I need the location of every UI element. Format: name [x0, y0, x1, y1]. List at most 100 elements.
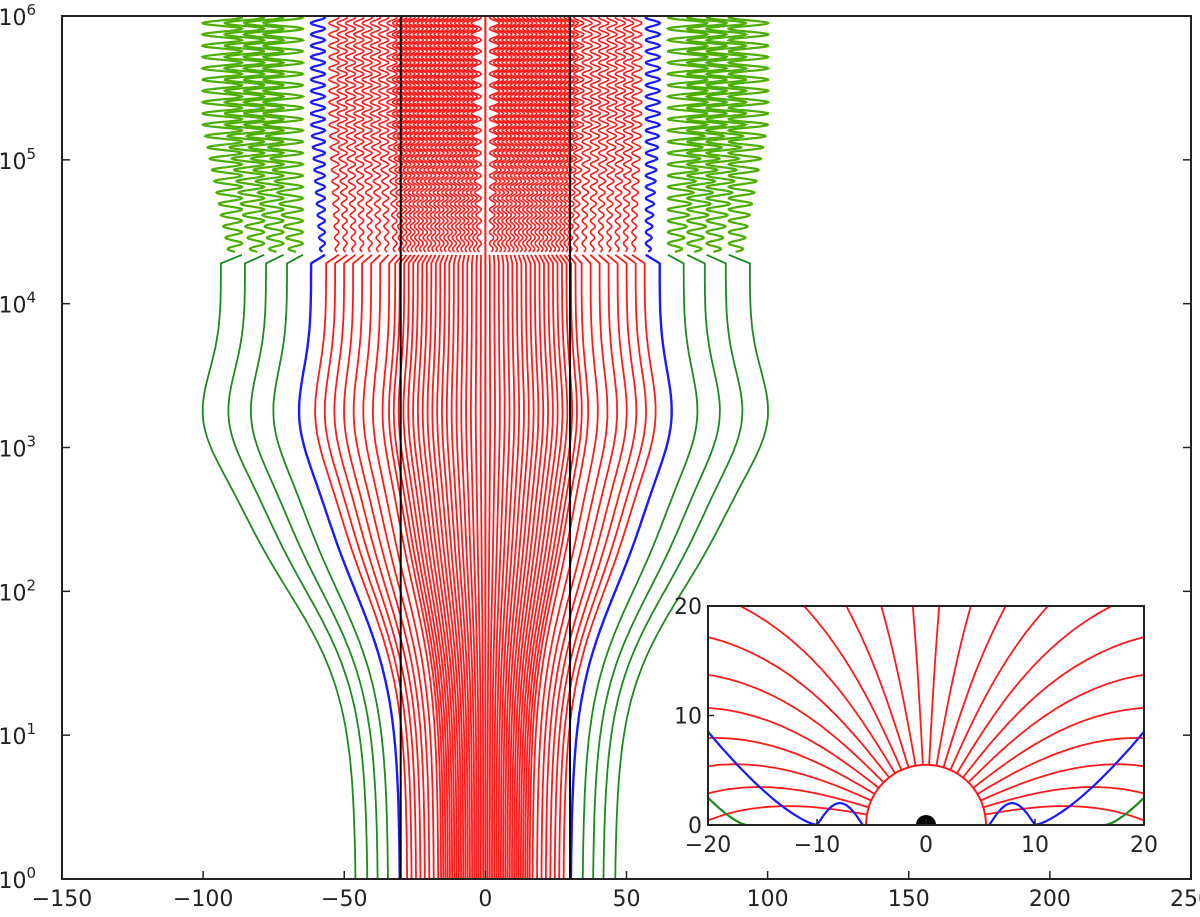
field-line-oscillation-red-2-left	[462, 16, 474, 253]
field-line-oscillation-red-2-right	[496, 16, 509, 253]
field-line-red-6-right	[500, 254, 520, 879]
inset-red-line-13	[880, 606, 917, 766]
field-line-oscillation-red-21-left	[377, 16, 390, 253]
field-line-red-11-left	[426, 254, 460, 879]
field-line-oscillation-red-23-right	[597, 16, 610, 253]
field-line-oscillation-red-11-right	[534, 16, 546, 253]
field-line-red-9-right	[506, 254, 535, 879]
inset-red-arc	[865, 763, 987, 825]
field-line-oscillation-green-30-right	[684, 16, 729, 253]
field-line-oscillation-red-13-right	[542, 16, 555, 253]
field-line-oscillation-green-32-left	[200, 16, 245, 253]
field-line-oscillation-red-15-right	[550, 16, 563, 253]
field-line-red-2-right	[491, 254, 501, 879]
field-line-oscillation-red-1-right	[492, 16, 505, 253]
inset-red-line-23	[708, 805, 868, 822]
field-line-oscillation-green-32-right	[726, 16, 771, 253]
field-line-red-22-left	[362, 254, 431, 879]
field-line-red-15-right	[519, 254, 564, 879]
x-tick-label: −50	[321, 887, 367, 912]
x-tick-label: −150	[32, 887, 92, 912]
y-tick-label: 101	[0, 720, 36, 750]
field-line-red-19-right	[528, 254, 583, 879]
field-line-red-0-right	[486, 254, 492, 879]
field-line-red-5-left	[455, 254, 473, 879]
field-line-red-4-right	[495, 254, 511, 879]
inset-red-line-7	[956, 606, 1114, 774]
y-tick-label: 105	[0, 145, 36, 175]
inset-x-tick-label: −20	[685, 833, 731, 858]
field-line-red-7-left	[445, 254, 469, 879]
field-line-red-23-left	[352, 254, 426, 879]
field-line-oscillation-red-7-left	[441, 16, 454, 253]
field-line-oscillation-red-6-right	[513, 16, 526, 253]
field-line-red-25-right	[553, 254, 638, 879]
field-line-red-1-left	[474, 254, 482, 879]
field-line-red-7-right	[502, 254, 525, 879]
field-line-oscillation-red-0-left	[470, 16, 483, 253]
inset-green-left	[708, 796, 747, 825]
field-line-green-32-left	[201, 253, 357, 879]
field-line-red-14-left	[412, 254, 454, 879]
field-line-green-31-right	[602, 253, 744, 879]
field-line-oscillation-red-4-left	[453, 16, 466, 253]
field-line-oscillation-green-29-right	[665, 16, 710, 253]
field-line-oscillation-red-10-right	[530, 16, 542, 253]
field-line-oscillation-red-11-left	[424, 16, 437, 253]
field-line-red-20-left	[381, 254, 439, 879]
field-line-red-9-left	[436, 254, 465, 879]
inset-red-line-14	[845, 606, 910, 768]
inset-red-line-19	[708, 707, 880, 789]
field-line-red-21-right	[536, 254, 599, 879]
field-line-blue-28-left	[297, 253, 401, 879]
field-line-red-2-left	[470, 254, 480, 879]
field-line-oscillation-red-0-right	[488, 16, 501, 253]
field-line-red-13-left	[417, 254, 456, 879]
field-line-oscillation-red-8-right	[521, 16, 534, 253]
x-tick-label: 200	[1029, 887, 1071, 912]
inset-red-line-6	[962, 636, 1144, 779]
field-line-oscillation-red-24-left	[352, 16, 365, 253]
field-line-red-18-left	[392, 254, 445, 879]
inset-red-line-1	[983, 786, 1144, 809]
inset-x-tick-label: −10	[794, 833, 840, 858]
field-line-oscillation-green-29-left	[261, 16, 306, 253]
field-line-oscillation-red-18-right	[563, 16, 576, 253]
field-line-oscillation-green-31-left	[222, 16, 267, 253]
field-line-oscillation-red-5-right	[509, 16, 521, 253]
field-line-oscillation-red-16-right	[555, 16, 567, 253]
inset-background	[708, 606, 1144, 825]
y-tick-label: 104	[0, 289, 36, 319]
x-tick-label: −100	[173, 887, 233, 912]
inset-red-line-4	[972, 707, 1144, 789]
field-line-red-3-right	[493, 254, 506, 879]
inset-panel: −20 −10 0 10 20 0 10 20	[674, 595, 1158, 858]
inset-red-line-5	[967, 673, 1144, 784]
inset-x-tick-label: 20	[1130, 833, 1158, 858]
field-line-oscillation-green-30-left	[241, 16, 286, 253]
field-line-red-21-left	[371, 254, 435, 879]
inset-green-right	[1105, 796, 1144, 825]
field-line-oscillation-red-27-left	[327, 16, 340, 253]
inset-x-tick-label: 0	[919, 833, 933, 858]
field-line-oscillation-red-10-left	[429, 16, 441, 253]
inset-y-tick-label: 0	[688, 814, 702, 839]
field-line-red-6-left	[450, 254, 471, 879]
field-line-oscillation-red-17-left	[399, 16, 412, 253]
field-line-oscillation-red-16-left	[404, 16, 416, 253]
inset-red-line-21	[708, 763, 872, 802]
field-line-oscillation-red-3-left	[458, 16, 470, 253]
field-line-oscillation-red-25-right	[614, 16, 627, 253]
inset-x-axis: −20 −10 0 10 20	[685, 819, 1158, 858]
field-line-red-5-right	[497, 254, 516, 879]
field-line-red-15-left	[407, 254, 451, 879]
field-line-red-27-left	[314, 254, 408, 879]
field-line-red-23-right	[545, 254, 618, 879]
field-line-oscillation-red-14-left	[412, 16, 425, 253]
field-line-oscillation-red-22-left	[369, 16, 382, 253]
field-line-oscillation-red-27-right	[630, 16, 643, 253]
field-line-red-10-right	[508, 254, 540, 879]
field-line-green-30-left	[250, 253, 379, 879]
field-line-oscillation-red-4-right	[505, 16, 517, 253]
